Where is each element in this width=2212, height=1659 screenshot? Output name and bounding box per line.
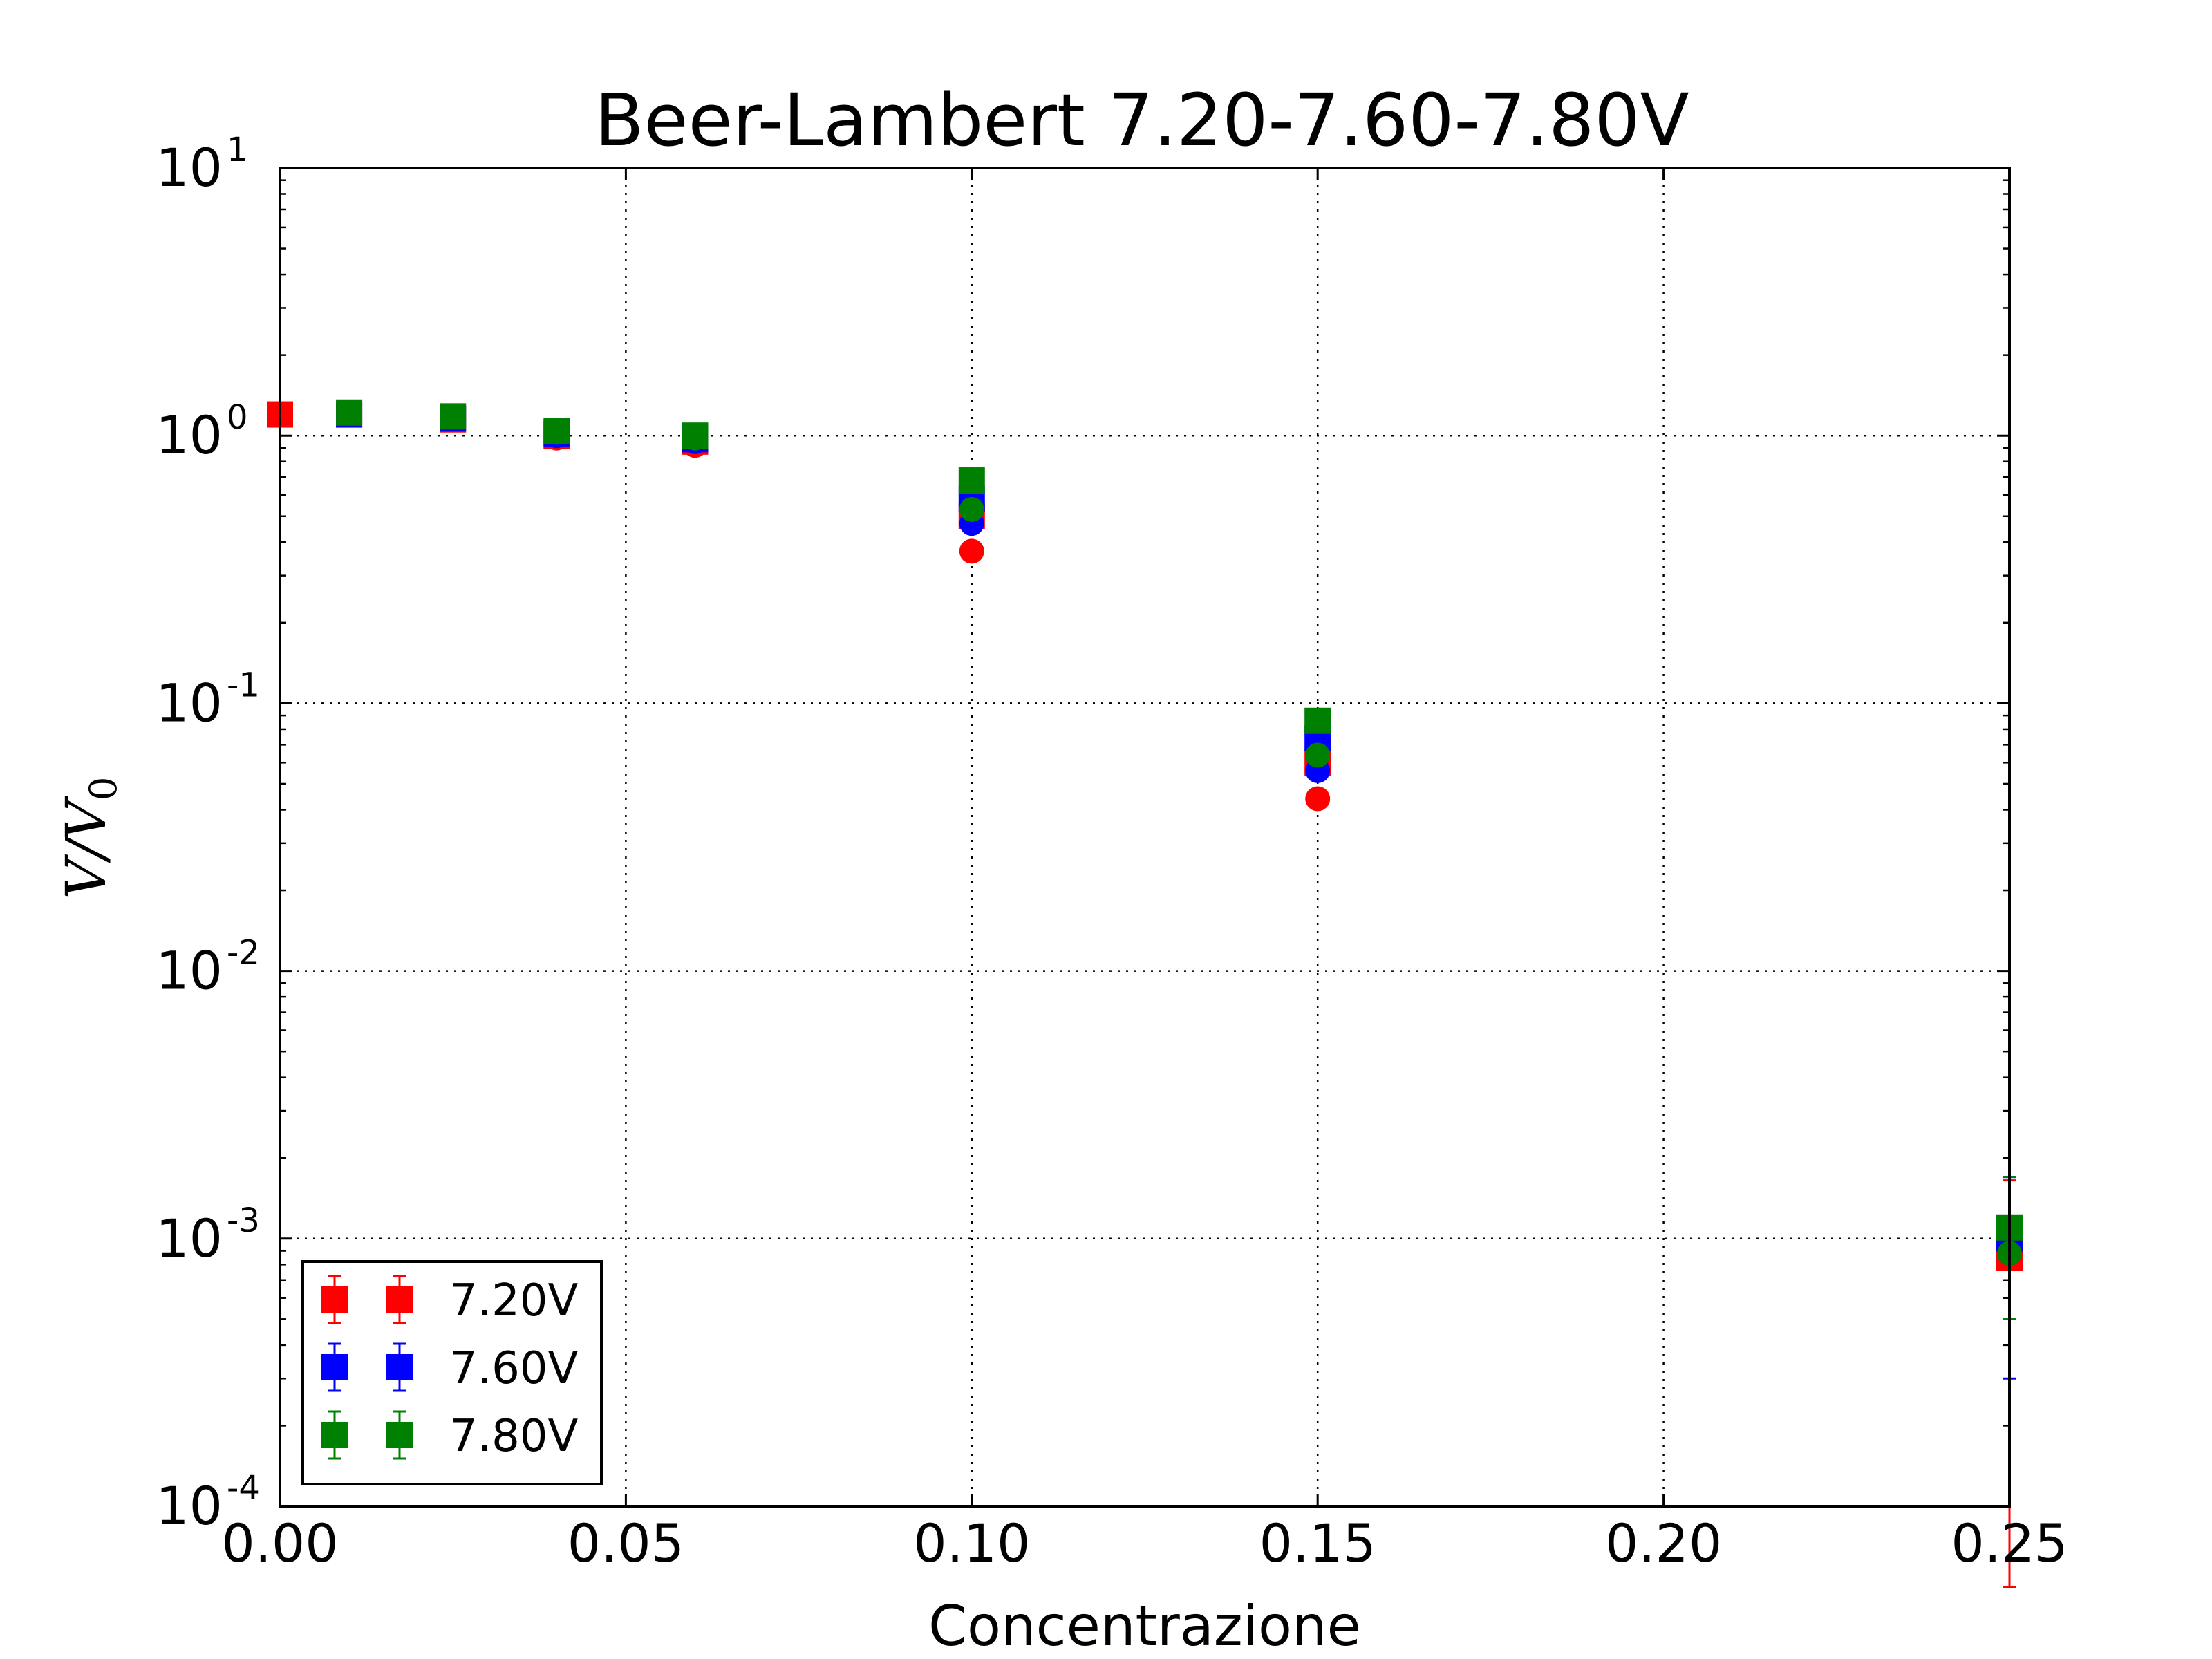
legend-item-7.80V: 7.80V <box>321 1410 579 1462</box>
data-point-circle <box>544 420 570 445</box>
y-tick-exponent: -1 <box>227 666 260 704</box>
x-tick-label: 0.00 <box>221 1512 338 1574</box>
data-point-square <box>1304 707 1331 734</box>
data-marks <box>267 399 2023 1588</box>
x-tick-labels: 0.00 0.05 0.10 0.15 0.20 0.25 <box>221 1512 2068 1574</box>
x-axis-label: Concentrazione <box>928 1594 1361 1658</box>
legend-marker <box>386 1422 413 1448</box>
series-7.80V <box>336 399 2023 1320</box>
x-tick-label: 0.10 <box>913 1512 1030 1574</box>
y-axis-label: V/V0 <box>54 777 125 899</box>
data-point-circle <box>959 538 984 564</box>
y-tick-exponent: 1 <box>227 131 248 169</box>
data-point-circle <box>959 496 984 522</box>
data-point-square <box>958 467 985 494</box>
y-tick-label: 10 <box>156 940 223 1002</box>
y-axis-label-main: V/V <box>54 796 118 899</box>
legend-marker <box>321 1422 348 1448</box>
legend-items: 7.20V 7.60V 7.80V <box>321 1275 579 1462</box>
chart-title: Beer-Lambert 7.20-7.60-7.80V <box>594 78 1689 162</box>
legend-label: 7.80V <box>449 1411 579 1462</box>
legend-label: 7.60V <box>449 1343 579 1394</box>
y-tick-label: 10 <box>156 1208 223 1269</box>
x-tick-label: 0.15 <box>1259 1512 1376 1574</box>
y-tick-label: 10 <box>156 404 223 466</box>
x-tick-label: 0.20 <box>1605 1512 1722 1574</box>
y-tick-label: 10 <box>156 672 223 733</box>
legend-marker <box>321 1354 348 1380</box>
y-axis-label-subscript: 0 <box>82 777 125 800</box>
legend-marker <box>386 1354 413 1380</box>
legend-item-7.60V: 7.60V <box>321 1342 579 1394</box>
x-tick-label: 0.25 <box>1951 1512 2068 1574</box>
svg-text:V/V0: V/V0 <box>54 777 125 899</box>
data-point-circle <box>682 425 708 451</box>
legend-label: 7.20V <box>449 1275 579 1327</box>
plot-frame <box>279 167 2011 1508</box>
legend: 7.20V 7.60V 7.80V <box>301 1260 603 1485</box>
y-tick-label: 10 <box>156 137 223 198</box>
data-point-circle <box>1305 742 1331 768</box>
grid-lines <box>280 168 2009 1506</box>
data-point-circle <box>440 404 466 429</box>
y-tick-label: 10 <box>156 1475 223 1537</box>
y-tick-exponent: -4 <box>227 1469 260 1508</box>
data-point-circle <box>1305 786 1331 812</box>
legend-item-7.20V: 7.20V <box>321 1275 579 1327</box>
y-tick-exponent: -3 <box>227 1201 260 1240</box>
legend-box <box>301 1260 603 1485</box>
y-tick-exponent: -2 <box>227 934 260 973</box>
legend-marker <box>321 1286 348 1313</box>
legend-marker <box>386 1286 413 1313</box>
y-tick-exponent: 0 <box>227 398 248 437</box>
data-point-circle <box>337 400 362 425</box>
x-tick-label: 0.05 <box>568 1512 684 1574</box>
